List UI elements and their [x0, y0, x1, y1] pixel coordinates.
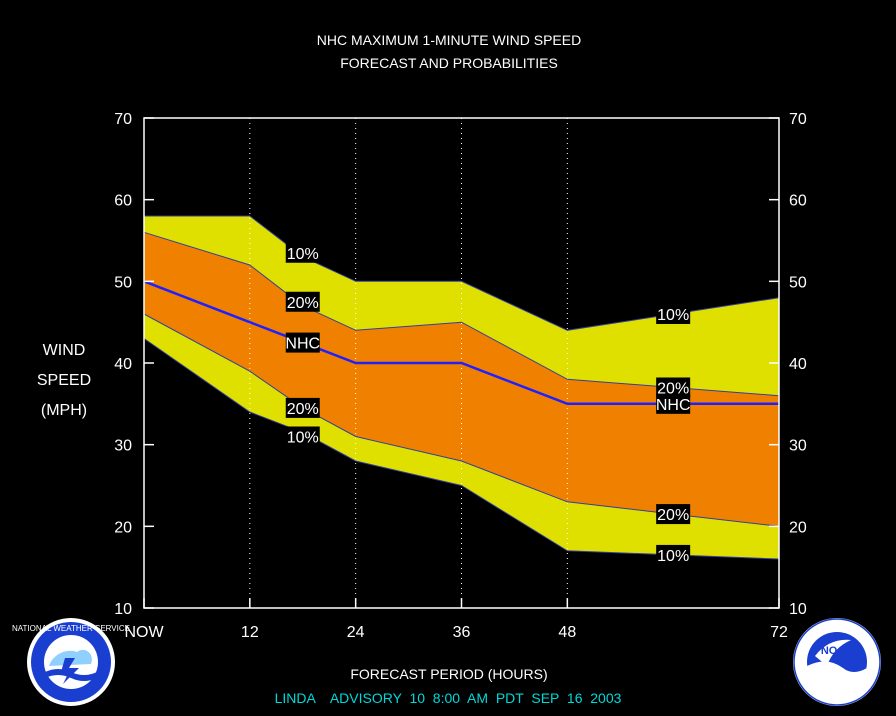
y-tick-label-right: 60: [789, 193, 807, 210]
x-tick-label: 12: [241, 624, 259, 641]
x-tick-label: 24: [347, 624, 365, 641]
band-label-text: NHC: [656, 397, 691, 414]
series-line-lower-20: [143, 313, 780, 527]
series-line-upper-10: [144, 215, 780, 331]
band-label-background: [285, 332, 320, 353]
series-line-lower-10: [143, 338, 780, 560]
y-tick-label-left: 10: [114, 601, 132, 618]
series-lines: [143, 215, 780, 560]
y-axis-label-line-3: (MPH): [41, 402, 87, 419]
band-label-background: [656, 304, 691, 324]
band-label: 20%: [656, 377, 691, 398]
x-tick-label: 36: [453, 624, 471, 641]
y-tick-label-right: 50: [789, 274, 807, 291]
band-label-background: [285, 397, 320, 418]
band-label: 10%: [656, 304, 691, 324]
y-tick-label-right: 30: [789, 438, 807, 455]
band-label-background: [656, 377, 691, 398]
band-label-text: 10%: [657, 548, 689, 565]
y-tick-label-right: 20: [789, 519, 807, 536]
noaa-logo-text: NOAA: [821, 645, 853, 657]
band-label-text: 10%: [657, 307, 689, 324]
x-tick-label: 48: [558, 624, 576, 641]
y-tick-label-left: 20: [114, 519, 132, 536]
axis-ticks: 10 10 20 20 30 30 40 40 50 50 60 60 70 70 NOW 12 24 36 48 7…: [114, 111, 807, 641]
series-line-upper-20: [143, 231, 780, 397]
y-axis-label-line-1: WIND: [43, 342, 86, 359]
x-axis-label: FORECAST PERIOD (HOURS): [350, 666, 547, 682]
band-label: NHC: [656, 393, 691, 414]
band-label-text: 10%: [287, 430, 319, 447]
noaa-logo: NOAA: [793, 618, 881, 706]
band-label-text: 10%: [287, 246, 319, 263]
band-label-background: [285, 242, 320, 263]
chart-title-line-1: NHC MAXIMUM 1-MINUTE WIND SPEED: [317, 32, 581, 48]
x-tick-label: NOW: [124, 624, 164, 641]
y-tick-label-left: 70: [114, 111, 132, 128]
band-label-text: 20%: [287, 401, 319, 418]
chart-title-line-2: FORECAST AND PROBABILITIES: [340, 55, 558, 71]
band-label: 10%: [285, 426, 320, 447]
y-tick-label-right: 10: [789, 601, 807, 618]
nws-logo-text: NATIONAL WEATHER SERVICE: [12, 624, 130, 633]
national-weather-service-logo: NATIONAL WEATHER SERVICE: [12, 618, 130, 706]
band-label: 10%: [285, 242, 320, 263]
series-line-forecast: [143, 280, 779, 406]
band-label-background: [656, 504, 691, 525]
y-tick-label-left: 30: [114, 438, 132, 455]
band-label-background: [285, 291, 320, 312]
x-tick-label: 72: [770, 624, 788, 641]
band-label: 10%: [656, 544, 691, 565]
band-label-text: 20%: [287, 295, 319, 312]
y-tick-label-right: 70: [789, 111, 807, 128]
band-label: 20%: [285, 291, 320, 312]
band-label-background: [285, 426, 320, 447]
band-label-text: 20%: [657, 507, 689, 524]
band-label-background: [656, 544, 691, 565]
band-label-text: NHC: [285, 336, 320, 353]
y-tick-label-left: 60: [114, 193, 132, 210]
band-label: 20%: [285, 397, 320, 418]
y-axis-label-line-2: SPEED: [37, 372, 91, 389]
band-label: NHC: [285, 332, 320, 353]
y-tick-label-left: 40: [114, 356, 132, 373]
band-label-background: [656, 393, 691, 414]
advisory-line: LINDA ADVISORY 10 8:00 AM PDT SEP 16 200…: [275, 690, 622, 706]
band-label: 20%: [656, 504, 691, 525]
y-tick-label-left: 50: [114, 274, 132, 291]
y-tick-label-right: 40: [789, 356, 807, 373]
band-label-text: 20%: [657, 381, 689, 398]
